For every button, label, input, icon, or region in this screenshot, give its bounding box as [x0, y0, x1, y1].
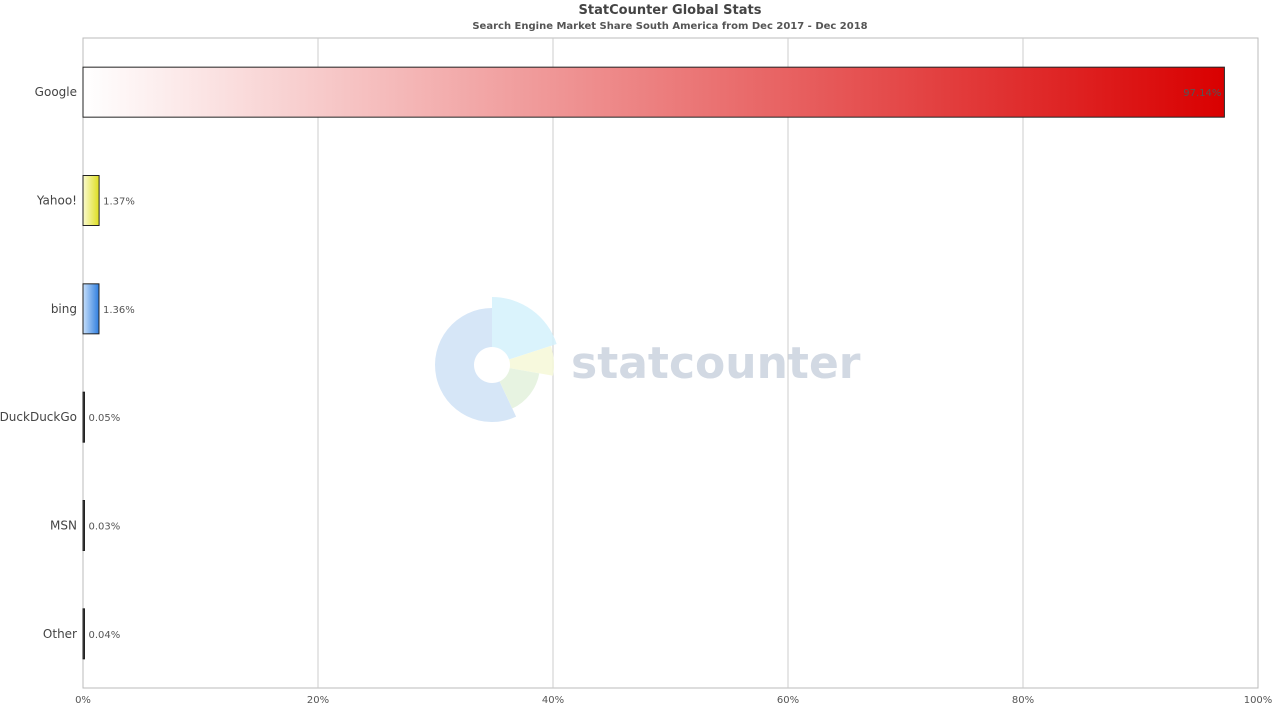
bar	[82, 175, 100, 226]
value-label: 0.05%	[89, 413, 121, 424]
value-label: 1.37%	[103, 197, 135, 208]
bar-group: DuckDuckGo 0.05%	[0, 391, 121, 443]
value-label: 1.36%	[103, 305, 135, 316]
x-tick-label: 0%	[75, 695, 91, 706]
category-label: DuckDuckGo	[0, 410, 77, 424]
bar-group: Other 0.04%	[43, 608, 121, 660]
bar-group: Google 97.14%	[35, 66, 1225, 118]
x-tick-label: 40%	[542, 695, 564, 706]
category-label: Google	[35, 85, 77, 99]
logo-segment	[435, 308, 517, 422]
x-tick-label: 80%	[1012, 695, 1034, 706]
x-tick-label: 100%	[1244, 695, 1273, 706]
bar-group: Yahoo! 1.37%	[36, 175, 135, 226]
chart-title: StatCounter Global Stats	[579, 3, 762, 18]
x-tick-label: 60%	[777, 695, 799, 706]
bar	[82, 283, 100, 335]
bar	[82, 608, 85, 660]
bar	[82, 391, 85, 443]
plot-area	[82, 37, 1259, 689]
x-tick-label: 20%	[307, 695, 329, 706]
bar	[82, 500, 85, 551]
logo-segment	[509, 345, 554, 376]
category-label: MSN	[50, 519, 77, 533]
watermark-text: statcounter	[571, 338, 861, 389]
bar-group: MSN 0.03%	[50, 500, 121, 551]
logo-segment	[499, 368, 540, 409]
value-label: 0.04%	[89, 630, 121, 641]
category-label: Other	[43, 627, 77, 641]
logo-segment	[492, 297, 557, 360]
value-label: 97.14%	[1183, 88, 1221, 99]
value-label: 0.03%	[89, 522, 121, 533]
bar	[82, 66, 1225, 118]
bar-group: bing 1.36%	[51, 283, 135, 335]
statcounter-watermark: statcounter	[435, 297, 861, 422]
category-label: Yahoo!	[36, 194, 77, 208]
category-label: bing	[51, 302, 77, 316]
chart-subtitle: Search Engine Market Share South America…	[472, 21, 867, 32]
